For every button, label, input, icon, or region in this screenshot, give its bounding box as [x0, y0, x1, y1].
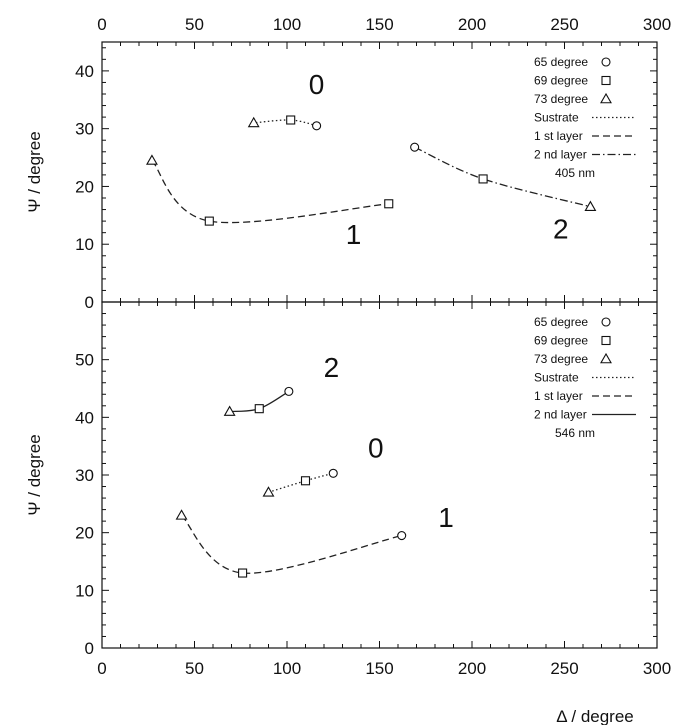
bottom-series-0-line [268, 472, 334, 493]
bottom-x-tick-label: 50 [185, 659, 204, 678]
top-series-0-line [253, 119, 317, 127]
bottom-y-tick-label: 20 [75, 524, 94, 543]
top-legend-entry: 2 nd layer [534, 148, 587, 162]
top-series-1: 1 [146, 154, 394, 250]
bottom-legend-marker [600, 352, 612, 364]
bottom-series-1-point [397, 530, 407, 541]
bottom-legend-note: 546 nm [555, 426, 595, 440]
top-series-0-point [312, 121, 322, 131]
bottom-legend-entry: 65 degree [534, 315, 588, 329]
top-x-tick-label: 250 [550, 15, 578, 34]
top-series-0-point [286, 115, 296, 125]
top-legend: 65 degree 69 degree 73 degree Sustrate 1 st … [534, 55, 636, 180]
top-series-0-label: 0 [309, 69, 325, 100]
top-legend-marker [601, 57, 611, 67]
bottom-legend-marker [601, 335, 611, 346]
bottom-legend-entry: 69 degree [534, 334, 588, 348]
top-y-tick-label: 20 [75, 177, 94, 196]
top-legend-marker [600, 92, 612, 104]
bottom-series-2-point [254, 404, 264, 414]
bottom-series-2-point [284, 386, 294, 396]
bottom-x-tick-label: 250 [550, 659, 578, 678]
bottom-x-tick-label: 200 [458, 659, 486, 678]
top-series-1-label: 1 [346, 219, 362, 250]
bottom-x-tick-label: 300 [643, 659, 671, 678]
top-series-2-point [584, 200, 597, 211]
bottom-series-1-line [181, 514, 402, 574]
bottom-legend-marker [601, 317, 611, 327]
top-series-2-line [414, 146, 591, 208]
top-y-tick-label: 0 [85, 293, 94, 312]
top-y-tick-label: 30 [75, 120, 94, 139]
bottom-series-1-point [238, 568, 248, 578]
bottom-y-tick-label: 10 [75, 581, 94, 600]
bottom-y-axis-label: Ψ / degree [25, 434, 44, 515]
bottom-legend-entry: 73 degree [534, 352, 588, 366]
top-legend-entry: 65 degree [534, 55, 588, 69]
top-series-0: 0 [247, 69, 325, 131]
top-x-tick-label: 100 [273, 15, 301, 34]
top-y-tick-label: 10 [75, 235, 94, 254]
bottom-x-axis-label: Δ / degree [556, 707, 634, 725]
top-legend-entry: Sustrate [534, 111, 579, 125]
bottom-x-tick-label: 0 [97, 659, 106, 678]
bottom-series-2-point [223, 405, 236, 416]
bottom-y-tick-label: 40 [75, 408, 94, 427]
top-series-2-point [478, 174, 488, 184]
top-legend-entry: 69 degree [534, 74, 588, 88]
bottom-series-0-point [328, 468, 338, 478]
top-legend-marker [601, 75, 611, 86]
bottom-series-1: 1 [175, 502, 454, 578]
top-series-1-line [151, 159, 389, 224]
top-y-tick-label: 40 [75, 62, 94, 81]
top-legend-entry: 1 st layer [534, 129, 583, 143]
top-series-1-point [146, 154, 158, 165]
top-x-tick-label: 50 [185, 15, 204, 34]
bottom-x-tick-label: 150 [365, 659, 393, 678]
bottom-series-0-label: 0 [368, 433, 384, 464]
bottom-series-2: 2 [223, 352, 340, 416]
bottom-x-tick-label: 100 [273, 659, 301, 678]
top-legend-note: 405 nm [555, 166, 595, 180]
bottom-y-tick-label: 0 [85, 639, 94, 658]
bottom-series-1-label: 1 [438, 502, 454, 533]
bottom-legend-entry: 2 nd layer [534, 408, 587, 422]
bottom-y-tick-label: 50 [75, 351, 94, 370]
bottom-series-2-label: 2 [324, 352, 340, 383]
top-series-2-point [410, 142, 420, 152]
bottom-series-0-point [300, 476, 311, 486]
top-series-1-point [204, 216, 214, 226]
top-x-tick-label: 0 [97, 15, 106, 34]
bottom-series-1-point [175, 509, 188, 520]
bottom-series-0-point [262, 486, 275, 497]
bottom-y-tick-label: 30 [75, 466, 94, 485]
bottom-legend-entry: Sustrate [534, 371, 579, 385]
top-series-1-point [384, 199, 394, 209]
top-series-2-label: 2 [553, 213, 569, 244]
bottom-series-0: 0 [262, 433, 384, 497]
top-series-0-point [247, 116, 260, 128]
top-series-2: 2 [410, 142, 597, 244]
top-y-axis-label: Ψ / degree [25, 131, 44, 212]
top-x-tick-label: 300 [643, 15, 671, 34]
top-x-tick-label: 150 [365, 15, 393, 34]
bottom-legend-entry: 1 st layer [534, 389, 583, 403]
top-x-tick-label: 200 [458, 15, 486, 34]
top-legend-entry: 73 degree [534, 92, 588, 106]
bottom-legend: 65 degree 69 degree 73 degree Sustrate 1 st … [534, 315, 636, 440]
panel-top: 0 50 100 150 200 250 300 0 10 20 30 40 Ψ / degree 0 1 2… [25, 15, 671, 312]
